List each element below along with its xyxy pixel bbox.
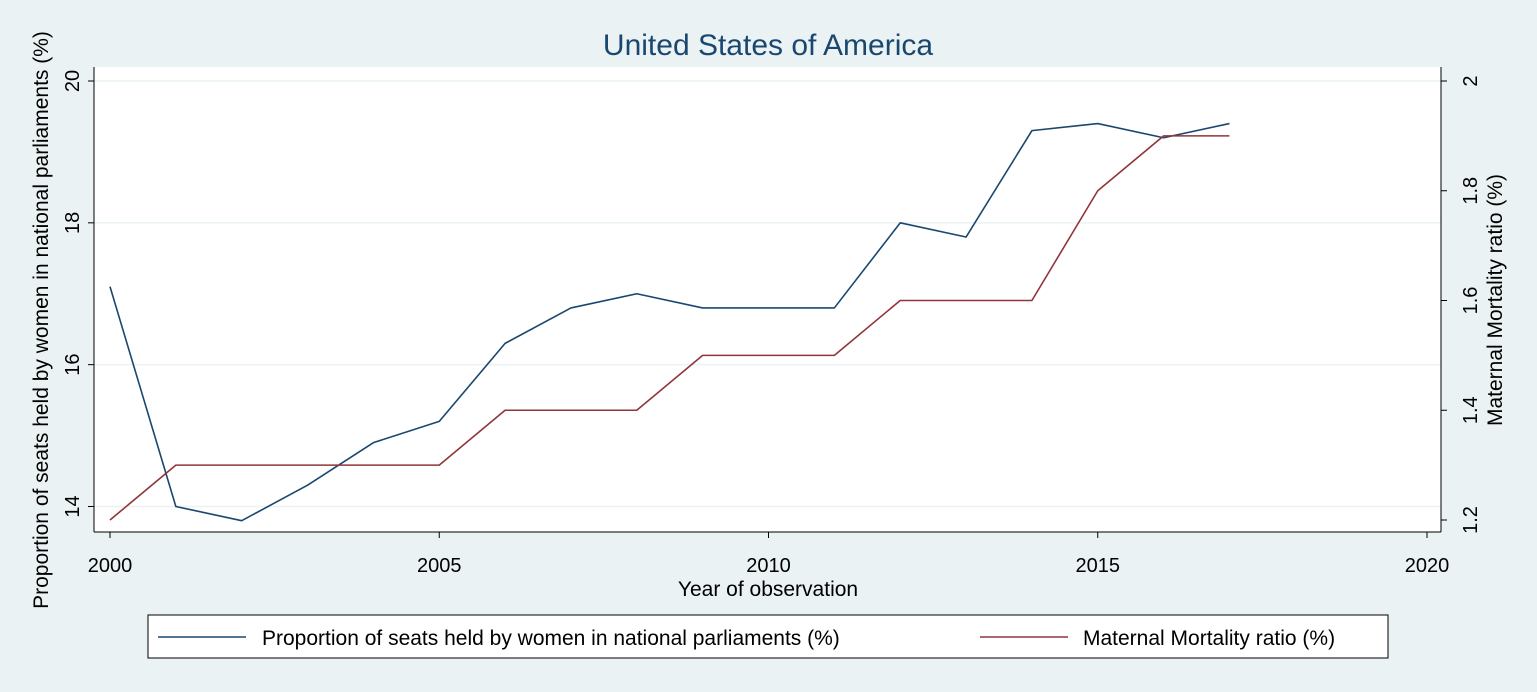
y-tick-label-right-2: 2 bbox=[1460, 75, 1482, 86]
y-tick-label-left-16: 16 bbox=[62, 354, 84, 376]
series-line-maternal-mortality bbox=[109, 135, 1230, 521]
y-axis-label-left: Proportion of seats held by women in nat… bbox=[30, 31, 53, 609]
x-tick-label-2015: 2015 bbox=[1076, 555, 1121, 577]
grid-lines bbox=[94, 80, 1441, 508]
chart-title: United States of America bbox=[603, 29, 933, 62]
plot-area bbox=[94, 67, 1441, 532]
series-lines bbox=[109, 122, 1230, 522]
y-tick-label-left-18: 18 bbox=[62, 212, 84, 234]
y-axis-label-right: Maternal Mortality ratio (%) bbox=[1484, 174, 1507, 426]
y-tick-label-right-1.6: 1.6 bbox=[1460, 287, 1482, 315]
legend: Proportion of seats held by women in nat… bbox=[147, 614, 1389, 659]
legend-label-maternal-mortality: Maternal Mortality ratio (%) bbox=[1083, 627, 1335, 650]
y-tick-label-left-20: 20 bbox=[62, 70, 84, 92]
x-tick-label-2020: 2020 bbox=[1405, 555, 1450, 577]
x-tick-label-2005: 2005 bbox=[417, 555, 462, 577]
ticks: 14 16 18 20 1.2 1.4 1.6 1.8 2 2000 2005 2010 2015 202… bbox=[62, 70, 1482, 577]
y-tick-label-left-14: 14 bbox=[62, 495, 84, 517]
y-tick-label-right-1.8: 1.8 bbox=[1460, 177, 1482, 205]
x-tick-label-2010: 2010 bbox=[746, 555, 791, 577]
legend-label-women-seats: Proportion of seats held by women in nat… bbox=[262, 627, 840, 650]
x-axis-label: Year of observation bbox=[678, 578, 858, 601]
y-tick-label-right-1.2: 1.2 bbox=[1460, 506, 1482, 534]
series-line-women-seats bbox=[109, 122, 1230, 522]
y-tick-label-right-1.4: 1.4 bbox=[1460, 396, 1482, 424]
legend-box bbox=[147, 614, 1389, 659]
axes bbox=[93, 67, 1442, 533]
x-tick-label-2000: 2000 bbox=[88, 555, 133, 577]
